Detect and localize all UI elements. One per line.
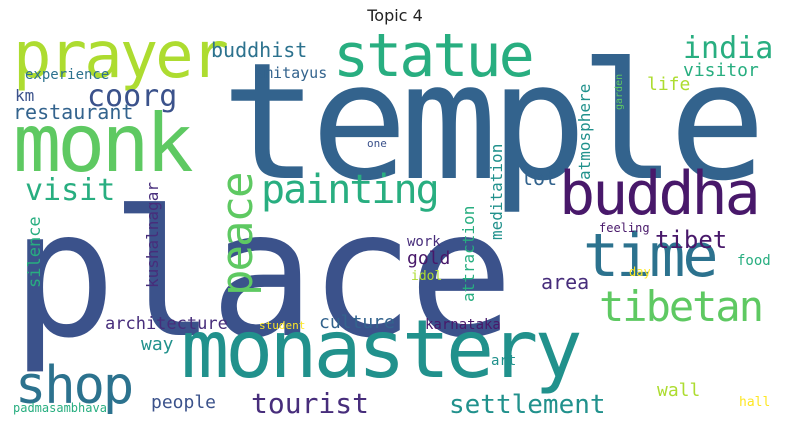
word-attraction: attraction bbox=[459, 205, 478, 302]
word-tibet: tibet bbox=[655, 226, 728, 254]
word-one: one bbox=[367, 137, 387, 150]
word-garden: garden bbox=[614, 73, 625, 110]
word-idol: idol bbox=[411, 269, 443, 284]
word-life: life bbox=[647, 74, 691, 95]
word-experience: experience bbox=[25, 67, 110, 83]
word-meditation: meditation bbox=[487, 143, 506, 240]
word-km: km bbox=[15, 86, 35, 105]
word-tibetan: tibetan bbox=[599, 282, 764, 331]
word-silence: silence bbox=[25, 216, 45, 288]
word-shop: shop bbox=[15, 356, 134, 416]
word-painting: painting bbox=[261, 167, 440, 213]
word-kushalnagar: kushalnagar bbox=[143, 182, 162, 288]
word-monastery: monastery bbox=[181, 303, 582, 396]
word-karnataka: karnataka bbox=[425, 317, 501, 333]
word-settlement: settlement bbox=[449, 390, 606, 419]
word-buddhist: buddhist bbox=[211, 38, 308, 62]
word-prayer: prayer bbox=[13, 30, 229, 93]
word-wall: wall bbox=[657, 380, 701, 401]
word-atmosphere: atmosphere bbox=[575, 83, 594, 180]
word-place: place bbox=[11, 174, 514, 377]
word-padmasambhava: padmasambhava bbox=[13, 401, 107, 415]
word-monk: monk bbox=[13, 97, 194, 190]
word-work: work bbox=[407, 234, 441, 250]
word-tourist: tourist bbox=[251, 387, 370, 419]
word-culture: culture bbox=[319, 312, 395, 333]
word-way: way bbox=[141, 334, 174, 355]
word-visit: visit bbox=[25, 173, 116, 208]
word-visitor: visitor bbox=[683, 60, 759, 81]
word-student: student bbox=[259, 319, 306, 332]
word-art: art bbox=[491, 353, 517, 369]
word-food: food bbox=[737, 253, 771, 269]
chart-title: Topic 4 bbox=[367, 6, 423, 25]
word-area: area bbox=[541, 270, 590, 294]
word-statue: statue bbox=[333, 30, 535, 91]
word-gold: gold bbox=[407, 248, 451, 269]
word-day: day bbox=[629, 265, 651, 279]
word-cloud: place temple monastery monk prayer statu… bbox=[11, 30, 781, 419]
word-india: india bbox=[683, 31, 774, 66]
word-feeling: feeling bbox=[599, 221, 650, 235]
word-amitayus: amitayus bbox=[255, 64, 328, 82]
word-buddha: buddha bbox=[559, 159, 761, 229]
word-temple: temple bbox=[221, 30, 766, 217]
word-coorg: coorg bbox=[87, 79, 178, 114]
word-peace: peace bbox=[212, 173, 263, 296]
word-time: time bbox=[583, 221, 718, 291]
word-architecture: architecture bbox=[105, 314, 228, 334]
word-restaurant: restaurant bbox=[13, 100, 134, 124]
word-people: people bbox=[151, 392, 217, 413]
word-lot: lot bbox=[521, 166, 558, 190]
word-hall: hall bbox=[739, 395, 771, 410]
